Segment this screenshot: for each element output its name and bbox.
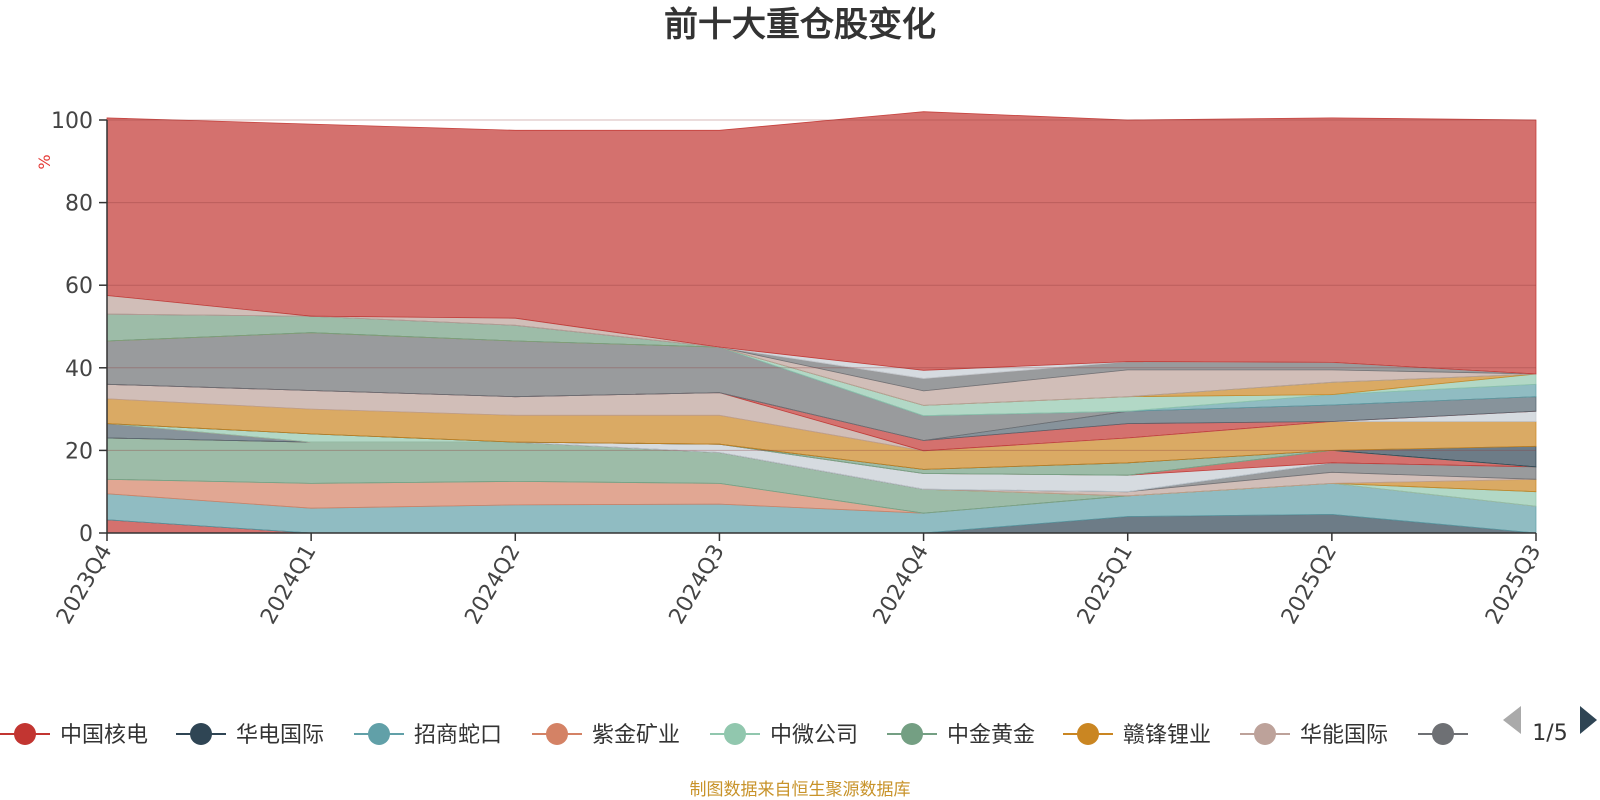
legend-marker-7 [1254, 723, 1276, 745]
legend[interactable]: 中国核电 华电国际 招商蛇口 紫金矿业 中微公司 中金黄金 赣锋锂业 华能国际 宝 [0, 723, 1500, 748]
legend-item-7[interactable]: 华能国际 [1240, 723, 1388, 748]
legend-label-6: 赣锋锂业 [1123, 723, 1211, 748]
data-source-note: 制图数据来自恒生聚源数据库 [690, 780, 911, 800]
legend-marker-0 [14, 723, 36, 745]
y-tick-label-1: 20 [65, 439, 93, 464]
x-tick-label-6: 2025Q2 [1277, 541, 1342, 629]
y-axis-ticks: 0 20 40 60 80 100 [51, 109, 107, 547]
y-tick-label-3: 60 [65, 274, 93, 299]
gridlines [107, 119, 1536, 451]
area-series-29[interactable] [106, 111, 1537, 375]
chart-title: 前十大重仓股变化 [664, 5, 936, 45]
y-axis-unit-label: % [35, 154, 54, 169]
x-tick-label-0: 2023Q4 [52, 541, 117, 629]
legend-marker-8 [1432, 723, 1454, 745]
legend-label-3: 紫金矿业 [592, 723, 680, 748]
y-tick-label-5: 100 [51, 109, 93, 134]
x-axis-ticks: 2023Q4 2024Q1 2024Q2 2024Q3 2024Q4 2025Q1 2025… [52, 533, 1546, 629]
legend-item-1[interactable]: 华电国际 [176, 723, 324, 748]
legend-marker-3 [546, 723, 568, 745]
legend-item-0[interactable]: 中国核电 [0, 723, 148, 748]
legend-label-4: 中微公司 [770, 723, 858, 748]
y-tick-label-0: 0 [79, 522, 93, 547]
legend-label-8: 宝 [1478, 723, 1500, 748]
legend-label-0: 中国核电 [60, 723, 148, 748]
x-tick-label-2: 2024Q2 [460, 541, 525, 629]
x-tick-label-7: 2025Q3 [1481, 541, 1546, 629]
legend-marker-4 [724, 723, 746, 745]
legend-pager: 1/5 [1503, 706, 1597, 746]
legend-page-indicator: 1/5 [1532, 721, 1567, 746]
legend-next-page-icon[interactable] [1580, 706, 1597, 734]
legend-prev-page-icon[interactable] [1503, 706, 1521, 734]
legend-marker-1 [190, 723, 212, 745]
legend-label-2: 招商蛇口 [414, 723, 502, 748]
area-series-group [106, 111, 1537, 534]
axes [106, 120, 1536, 534]
x-tick-label-1: 2024Q1 [256, 541, 321, 629]
legend-label-5: 中金黄金 [947, 723, 1035, 748]
y-tick-label-4: 80 [65, 192, 93, 217]
x-tick-label-4: 2024Q4 [869, 541, 934, 629]
legend-marker-6 [1077, 723, 1099, 745]
legend-item-8[interactable]: 宝 [1418, 723, 1500, 748]
legend-item-4[interactable]: 中微公司 [710, 723, 858, 748]
legend-label-1: 华电国际 [236, 723, 324, 748]
legend-item-3[interactable]: 紫金矿业 [532, 723, 680, 748]
legend-item-2[interactable]: 招商蛇口 [354, 723, 502, 748]
legend-marker-2 [368, 723, 390, 745]
y-tick-label-2: 40 [65, 357, 93, 382]
legend-item-5[interactable]: 中金黄金 [887, 723, 1035, 748]
x-tick-label-3: 2024Q3 [665, 541, 730, 629]
legend-marker-5 [901, 723, 923, 745]
legend-item-6[interactable]: 赣锋锂业 [1063, 723, 1211, 748]
x-tick-label-5: 2025Q1 [1073, 541, 1138, 629]
legend-label-7: 华能国际 [1300, 723, 1388, 748]
